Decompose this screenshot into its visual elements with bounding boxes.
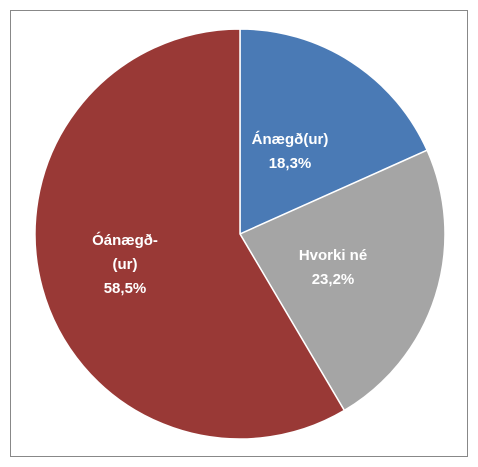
- value-label: 23,2%: [311, 271, 355, 288]
- value-label: 18,3%: [268, 155, 312, 172]
- category-label: Óánægð-(ur): [92, 232, 158, 273]
- pie-slice: [239, 28, 429, 236]
- value-label: 58,5%: [103, 280, 147, 297]
- pie-slice: [238, 149, 446, 412]
- slice-label: Ánægð(ur) 18,3%: [235, 128, 345, 176]
- slice-label: Hvorki né 23,2%: [278, 244, 388, 292]
- slice-label: Óánægð-(ur) 58,5%: [89, 229, 161, 301]
- pie-slice: [34, 28, 346, 440]
- category-label: Hvorki né: [298, 247, 368, 264]
- category-label: Ánægð(ur): [251, 131, 329, 148]
